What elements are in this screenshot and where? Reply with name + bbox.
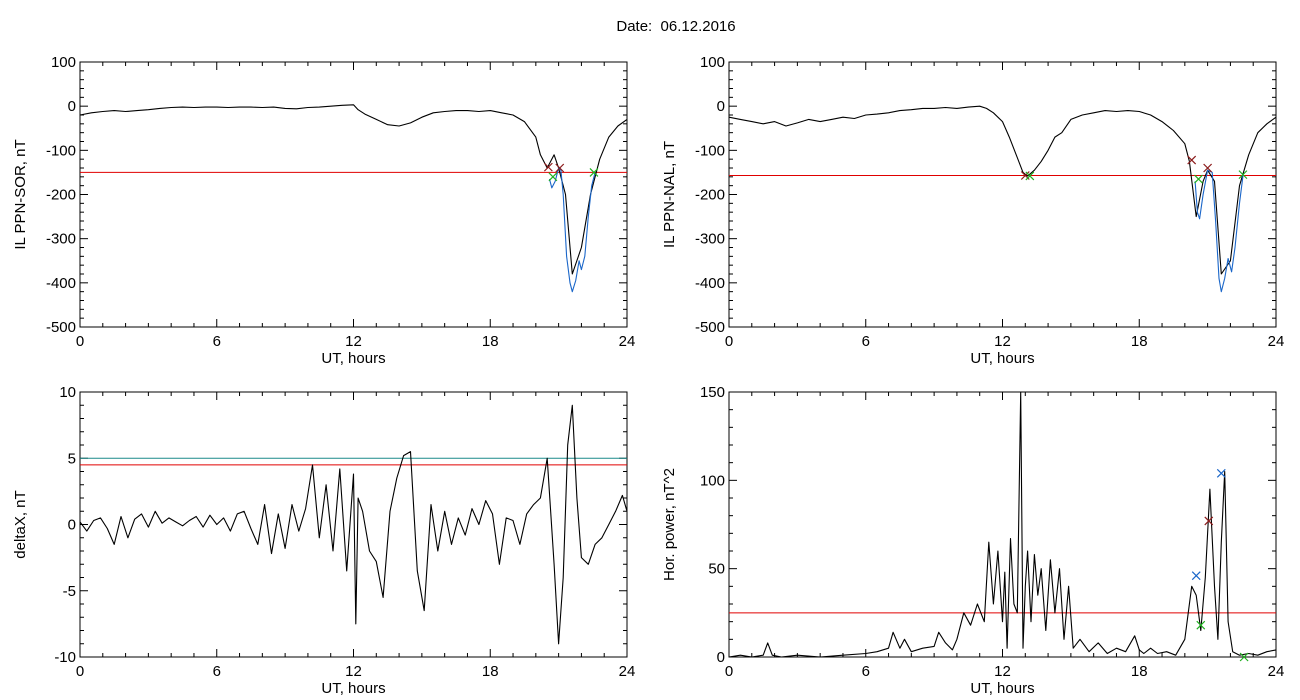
chart-panel-2: 0 6 12 18 24 100 0 -100 -200 -300 -400 -500 UT, hour… xyxy=(661,54,1284,367)
page-title: Date: 06.12.2016 xyxy=(616,18,736,35)
x-tick-label: 18 xyxy=(482,333,499,350)
data-marker xyxy=(1204,516,1214,526)
y-tick-label: -500 xyxy=(695,319,725,336)
data-marker xyxy=(1239,652,1249,662)
series-line xyxy=(728,105,1277,275)
x-tick-label: 0 xyxy=(76,663,84,680)
x-tick-label: 6 xyxy=(862,663,870,680)
x-tick-label: 12 xyxy=(994,663,1011,680)
y-tick-label: -100 xyxy=(695,142,725,159)
x-tick-label: 0 xyxy=(725,333,733,350)
plot-frame xyxy=(79,61,628,328)
y-axis-label: deltaX, nT xyxy=(12,490,29,558)
y-tick-label: 0 xyxy=(68,517,76,534)
data-marker xyxy=(1191,571,1201,581)
y-tick-label: -400 xyxy=(695,275,725,292)
x-tick-label: 0 xyxy=(725,663,733,680)
highlight-series-line xyxy=(548,167,596,293)
y-tick-label: -500 xyxy=(46,319,76,336)
x-tick-label: 18 xyxy=(1131,333,1148,350)
x-tick-label: 12 xyxy=(345,333,362,350)
y-tick-label: 10 xyxy=(59,384,76,401)
x-tick-label: 24 xyxy=(619,333,636,350)
y-tick-label: -100 xyxy=(46,142,76,159)
x-axis-label: UT, hours xyxy=(321,350,385,367)
x-tick-label: 6 xyxy=(862,333,870,350)
y-tick-label: -300 xyxy=(46,231,76,248)
data-marker xyxy=(1196,620,1206,630)
y-axis-label: IL PPN-SOR, nT xyxy=(12,139,29,249)
x-tick-label: 18 xyxy=(482,663,499,680)
y-tick-label: 100 xyxy=(51,54,76,71)
data-marker xyxy=(1203,163,1213,173)
x-tick-label: 6 xyxy=(213,333,221,350)
data-marker xyxy=(543,162,553,172)
y-tick-label: -200 xyxy=(695,187,725,204)
data-marker xyxy=(1216,468,1226,478)
y-tick-label: 0 xyxy=(717,649,725,666)
y-tick-label: -300 xyxy=(695,231,725,248)
x-axis-label: UT, hours xyxy=(970,350,1034,367)
x-tick-label: 6 xyxy=(213,663,221,680)
x-axis-label: UT, hours xyxy=(970,680,1034,697)
y-tick-label: -10 xyxy=(54,649,76,666)
data-marker xyxy=(1025,171,1035,181)
x-tick-label: 24 xyxy=(619,663,636,680)
data-marker xyxy=(548,172,558,182)
plot-frame xyxy=(79,391,628,658)
x-axis-label: UT, hours xyxy=(321,680,385,697)
chart-panel-3: 0 6 12 18 24 10 5 0 -5 -10 UT, hours deltaX, nT xyxy=(12,384,635,697)
data-marker xyxy=(1187,155,1197,165)
highlight-series-line xyxy=(1194,169,1244,293)
y-tick-label: 150 xyxy=(700,384,725,401)
y-axis-label: Hor. power, nT^2 xyxy=(661,468,678,581)
x-tick-label: 0 xyxy=(76,333,84,350)
y-tick-label: 100 xyxy=(700,472,725,489)
x-tick-label: 24 xyxy=(1268,663,1285,680)
y-tick-label: -5 xyxy=(63,583,76,600)
x-tick-label: 24 xyxy=(1268,333,1285,350)
x-tick-label: 12 xyxy=(994,333,1011,350)
data-marker xyxy=(1194,174,1203,184)
data-marker xyxy=(555,163,565,173)
y-tick-label: -200 xyxy=(46,187,76,204)
y-tick-label: 0 xyxy=(717,98,725,115)
y-tick-label: 5 xyxy=(68,450,76,467)
x-tick-label: 18 xyxy=(1131,663,1148,680)
series-line xyxy=(728,391,1277,658)
chart-panel-1: 0 6 12 18 24 100 0 -100 -200 -300 -400 -500 UT, hour… xyxy=(12,54,635,367)
y-tick-label: 50 xyxy=(708,561,725,578)
chart-panel-4: 0 6 12 18 24 150 100 50 0 UT, hours Hor. power, nT… xyxy=(661,384,1284,697)
y-tick-label: 100 xyxy=(700,54,725,71)
series-line xyxy=(79,404,628,645)
x-tick-label: 12 xyxy=(345,663,362,680)
y-axis-label: IL PPN-NAL, nT xyxy=(661,141,678,248)
data-marker xyxy=(1238,170,1248,180)
series-line xyxy=(79,104,628,275)
y-tick-label: 0 xyxy=(68,98,76,115)
y-tick-label: -400 xyxy=(46,275,76,292)
data-marker xyxy=(589,167,599,177)
